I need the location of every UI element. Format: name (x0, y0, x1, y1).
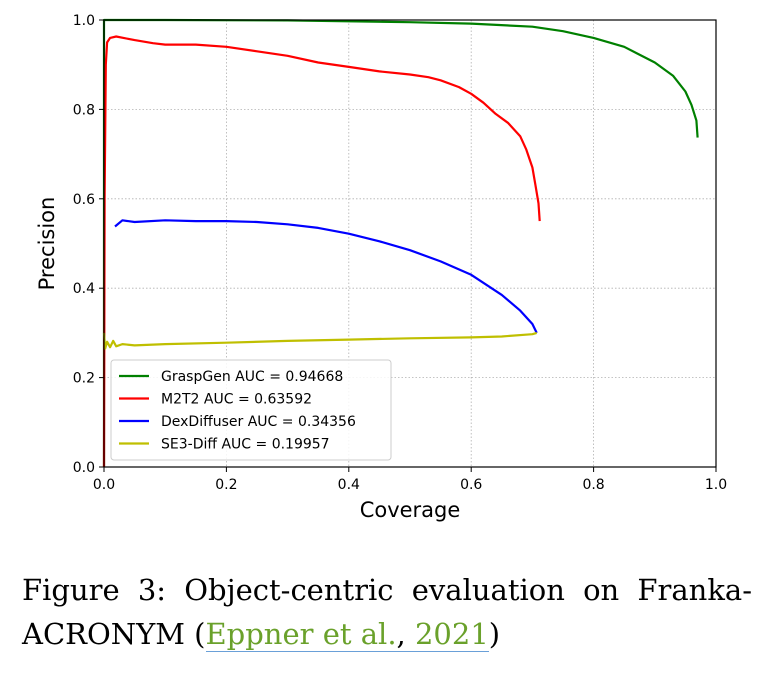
y-tick-label: 1.0 (73, 13, 95, 29)
axis-ticks: 0.0 0.2 0.4 0.6 0.8 1.0 0.0 0.2 0.4 0.6 0.8 1.0 (73, 13, 727, 493)
y-axis-label: Precision (35, 197, 59, 291)
x-tick-label: 0.0 (93, 477, 115, 493)
plot-frame (103, 19, 717, 468)
citation-year[interactable]: 2021 (414, 617, 489, 651)
x-tick-label: 0.4 (338, 477, 360, 493)
legend-box (110, 359, 392, 461)
x-tick-label: 0.8 (582, 477, 604, 493)
legend: GraspGen AUC = 0.94668 M2T2 AUC = 0.63592… (110, 359, 392, 461)
y-tick-label: 0.6 (73, 192, 95, 208)
legend-label: GraspGen AUC = 0.94668 (161, 369, 343, 385)
precision-coverage-chart: 0.0 0.2 0.4 0.6 0.8 1.0 0.0 0.2 0.4 0.6 0.8 1.0 Cov… (35, 13, 727, 522)
y-tick-label: 0.8 (73, 102, 95, 118)
x-tick-label: 0.6 (460, 477, 482, 493)
x-axis-label: Coverage (360, 498, 461, 522)
y-tick-label: 0.0 (73, 460, 95, 476)
legend-label: SE3-Diff AUC = 0.19957 (161, 437, 330, 453)
figure-caption: Figure 3: Object-centric evaluation on F… (22, 568, 752, 656)
y-tick-label: 0.4 (73, 281, 95, 297)
citation-link[interactable]: Eppner et al., 2021 (205, 617, 489, 652)
legend-label: M2T2 AUC = 0.63592 (161, 392, 312, 408)
caption-line-1: Figure 3: Object-centric evaluation on F… (22, 573, 752, 607)
y-tick-label: 0.2 (73, 371, 95, 387)
caption-prefix: ACRONYM ( (22, 617, 206, 651)
series-line-2 (114, 219, 538, 334)
series-line-3 (102, 331, 538, 350)
citation-separator: , (396, 617, 415, 651)
citation-authors[interactable]: Eppner et al. (205, 617, 397, 651)
legend-label: DexDiffuser AUC = 0.34356 (161, 414, 356, 430)
caption-line-2: ACRONYM (Eppner et al., 2021) (22, 612, 752, 656)
caption-suffix: ) (488, 617, 501, 651)
x-tick-label: 0.2 (215, 477, 237, 493)
x-tick-label: 1.0 (705, 477, 727, 493)
series-line-1 (102, 35, 541, 468)
